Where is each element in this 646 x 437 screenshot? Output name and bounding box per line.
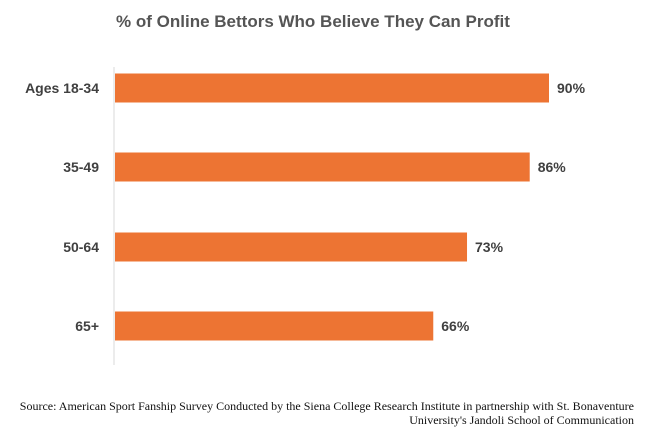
value-label: 90% bbox=[557, 80, 586, 96]
source-line-2: University's Jandoli School of Communica… bbox=[409, 413, 634, 427]
category-label: 65+ bbox=[75, 318, 99, 334]
bar bbox=[115, 152, 530, 182]
bar bbox=[115, 73, 549, 103]
bars-group: Ages 18-34 90% 35-49 86% 50-64 73% 65+ 66% bbox=[25, 73, 586, 341]
source-line-1: Source: American Sport Fanship Survey Co… bbox=[19, 399, 634, 413]
value-label: 73% bbox=[475, 239, 504, 255]
source-note: Source: American Sport Fanship Survey Co… bbox=[14, 399, 634, 427]
bar bbox=[115, 232, 468, 262]
bar bbox=[115, 311, 434, 341]
value-label: 66% bbox=[441, 318, 470, 334]
chart-title: % of Online Bettors Who Believe They Can… bbox=[116, 12, 510, 31]
category-label: 35-49 bbox=[63, 159, 99, 175]
category-label: Ages 18-34 bbox=[25, 80, 99, 96]
category-label: 50-64 bbox=[63, 239, 99, 255]
value-label: 86% bbox=[538, 159, 567, 175]
